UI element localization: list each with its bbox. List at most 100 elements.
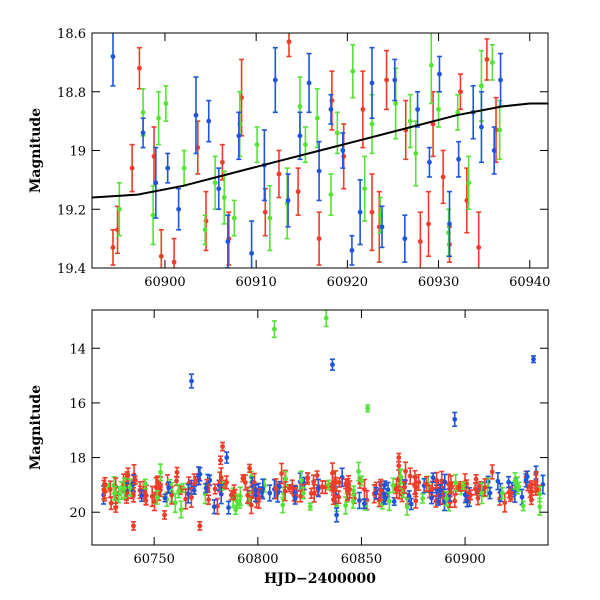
data-point: [218, 475, 224, 480]
data-point: [189, 378, 194, 384]
noise-point: [391, 497, 397, 507]
data-point: [524, 474, 530, 480]
noise-point: [259, 486, 265, 498]
red-point: [129, 143, 135, 193]
data-point: [127, 485, 133, 490]
data-point: [407, 118, 413, 124]
data-point: [359, 478, 365, 484]
blue-point: [193, 76, 199, 155]
data-point: [392, 77, 398, 83]
noise-point: [423, 476, 429, 492]
data-point: [249, 250, 255, 256]
noise-point: [185, 483, 191, 504]
data-point: [362, 487, 367, 492]
data-point: [188, 495, 194, 500]
data-point: [416, 479, 422, 485]
outlier-point: [130, 520, 136, 531]
red-point: [171, 237, 177, 268]
green-point: [234, 493, 240, 509]
noise-point: [102, 483, 108, 499]
x-tick-label: 60940: [509, 275, 550, 290]
plot-frame: [91, 309, 549, 546]
green-point: [302, 126, 308, 164]
data-point: [176, 488, 182, 494]
data-point: [165, 165, 171, 171]
data-point: [328, 192, 334, 197]
data-point: [473, 476, 479, 482]
noise-point: [242, 474, 248, 491]
data-point: [234, 498, 240, 504]
data-point: [272, 77, 278, 83]
noise-point: [315, 478, 321, 498]
green-point: [267, 184, 273, 252]
y-axis-label: Magnitude: [28, 385, 44, 470]
data-point: [156, 115, 161, 121]
noise-point: [121, 477, 127, 499]
plot-area: [101, 310, 546, 531]
blue-point: [524, 470, 530, 483]
data-point: [476, 245, 482, 250]
data-point: [413, 498, 419, 504]
data-point: [512, 478, 518, 484]
green-point: [365, 404, 371, 413]
blue-point: [487, 486, 493, 500]
data-point: [332, 493, 338, 499]
noise-point: [212, 483, 218, 495]
data-point: [251, 480, 257, 486]
red-point: [203, 190, 209, 252]
data-point: [286, 39, 292, 45]
data-point: [231, 215, 237, 221]
data-point: [386, 499, 392, 504]
noise-point: [154, 475, 160, 489]
data-point: [169, 492, 174, 498]
data-point: [437, 487, 443, 493]
data-point: [303, 142, 308, 148]
x-tick-label: 60920: [327, 275, 368, 290]
green-point: [489, 43, 495, 81]
data-point: [537, 491, 543, 497]
data-point: [181, 165, 187, 171]
blue-point: [392, 58, 398, 102]
data-point: [403, 468, 408, 474]
noise-point: [407, 467, 413, 485]
data-point: [216, 186, 222, 192]
data-point: [206, 497, 211, 503]
data-point: [203, 485, 209, 491]
blue-point: [188, 373, 194, 389]
blue-point: [285, 173, 291, 228]
green-point: [300, 486, 306, 500]
x-tick-label: 60850: [341, 552, 382, 567]
data-point: [512, 491, 518, 497]
green-point: [163, 85, 169, 122]
data-point: [197, 523, 203, 529]
blue-point: [153, 146, 159, 219]
data-point: [336, 494, 342, 500]
bottom-light-curve-panel: 60750 60800 60850 60900 14 16 18 20 Magnitude HJD…: [28, 309, 549, 587]
data-point: [407, 473, 413, 479]
y-tick-label: 19: [69, 145, 86, 160]
data-point: [129, 165, 135, 171]
y-tick-label: 16: [69, 397, 86, 412]
y-tick-label: 19.2: [57, 203, 86, 218]
blue-point: [498, 52, 504, 108]
data-point: [472, 486, 478, 492]
data-point: [330, 470, 335, 476]
top-light-curve-panel: 60900 60910 60920 60930 60940 18.6 18.8 19 19.2 1…: [28, 27, 550, 290]
data-point: [112, 490, 118, 496]
green-point: [350, 493, 356, 509]
data-point: [349, 247, 355, 253]
data-point: [482, 485, 488, 490]
data-point: [455, 109, 461, 115]
blue-point: [452, 411, 458, 427]
noise-point: [247, 463, 253, 474]
noise-point: [356, 491, 362, 510]
noise-point: [527, 485, 533, 498]
data-point: [390, 482, 396, 488]
data-point: [516, 484, 522, 490]
data-point: [444, 496, 449, 501]
noise-point: [434, 471, 440, 489]
data-point: [334, 130, 340, 136]
data-point: [132, 477, 138, 483]
green-point: [428, 33, 434, 105]
noise-point: [512, 472, 518, 490]
